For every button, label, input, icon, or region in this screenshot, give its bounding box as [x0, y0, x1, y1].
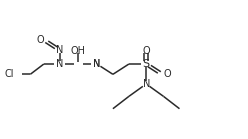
Text: Cl: Cl [4, 69, 14, 79]
Text: N: N [93, 59, 100, 69]
Text: O: O [163, 69, 171, 79]
Text: N: N [93, 59, 100, 69]
Text: N: N [56, 59, 63, 69]
Text: O: O [36, 35, 44, 45]
Text: S: S [143, 59, 150, 69]
Text: N: N [143, 79, 150, 89]
Text: N: N [56, 45, 63, 55]
Text: O: O [142, 46, 150, 56]
Text: OH: OH [71, 46, 86, 56]
